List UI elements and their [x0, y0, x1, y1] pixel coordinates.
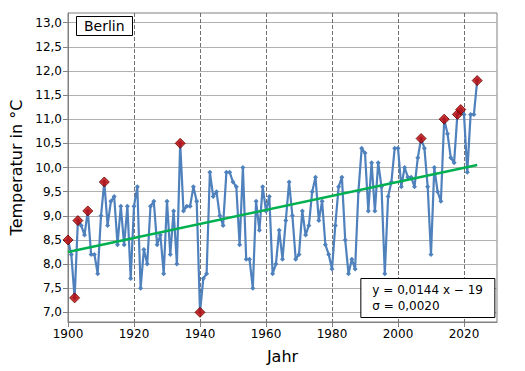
svg-text:7,5: 7,5 [43, 281, 62, 295]
svg-text:10,0: 10,0 [35, 161, 62, 175]
svg-text:7,0: 7,0 [43, 305, 62, 319]
svg-text:Jahr: Jahr [266, 347, 299, 366]
svg-text:1900: 1900 [53, 327, 84, 341]
svg-text:8,0: 8,0 [43, 257, 62, 271]
svg-text:2000: 2000 [383, 327, 414, 341]
svg-text:8,5: 8,5 [43, 233, 62, 247]
svg-text:9,5: 9,5 [43, 185, 62, 199]
svg-text:1980: 1980 [317, 327, 348, 341]
svg-text:1960: 1960 [251, 327, 282, 341]
svg-text:σ = 0,0020: σ = 0,0020 [372, 299, 439, 313]
svg-text:9,0: 9,0 [43, 209, 62, 223]
svg-text:13,0: 13,0 [35, 16, 62, 30]
svg-text:1920: 1920 [119, 327, 150, 341]
svg-text:1940: 1940 [185, 327, 216, 341]
svg-text:2020: 2020 [449, 327, 480, 341]
svg-text:11,5: 11,5 [35, 88, 62, 102]
svg-text:12,0: 12,0 [35, 64, 62, 78]
svg-text:12,5: 12,5 [35, 40, 62, 54]
svg-text:11,0: 11,0 [35, 112, 62, 126]
svg-text:Berlin: Berlin [84, 18, 125, 34]
svg-text:Temperatur in °C: Temperatur in °C [7, 100, 26, 237]
svg-text:y = 0,0144 x − 19: y = 0,0144 x − 19 [372, 283, 483, 297]
svg-text:10,5: 10,5 [35, 136, 62, 150]
